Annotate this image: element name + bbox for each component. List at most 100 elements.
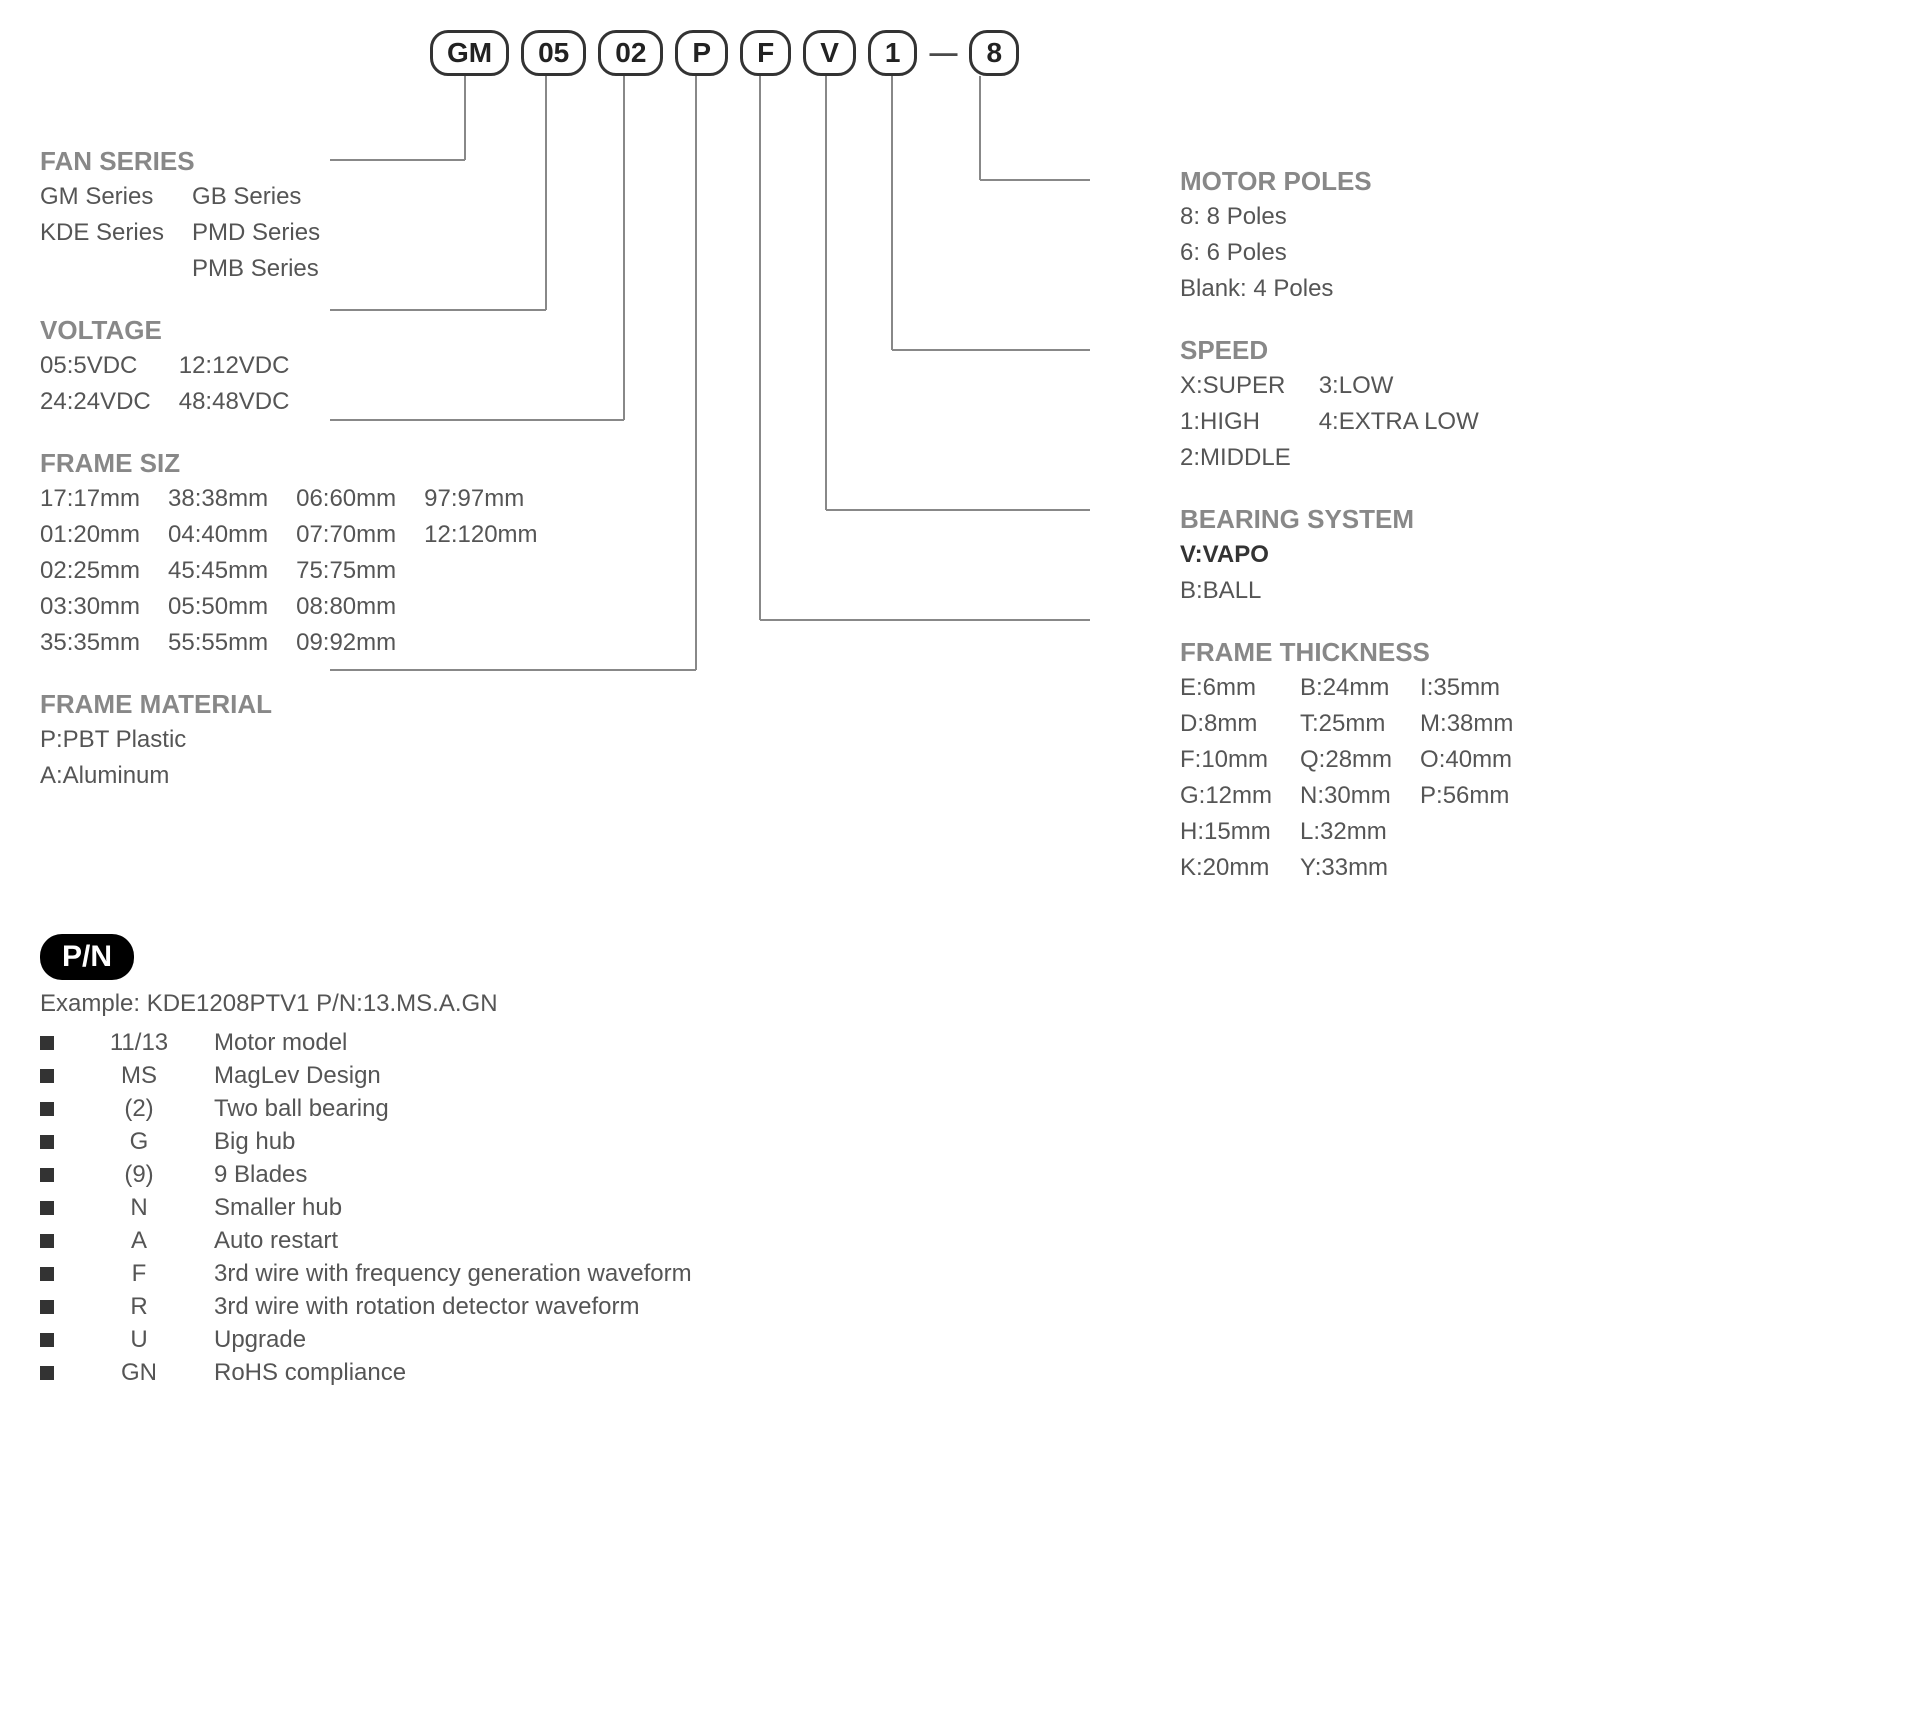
pn-desc: Auto restart: [214, 1227, 338, 1255]
pn-row: GN RoHS compliance: [40, 1358, 1888, 1387]
pn-code: MS: [84, 1062, 194, 1090]
list-item: 48:48VDC: [179, 384, 290, 420]
list-item: 12:120mm: [424, 517, 537, 553]
pn-desc: 3rd wire with rotation detector waveform: [214, 1293, 640, 1321]
list-item: X:SUPER: [1180, 368, 1291, 404]
pn-desc: Motor model: [214, 1029, 347, 1057]
list-item: PMB Series: [192, 251, 320, 287]
bullet-icon: [40, 1135, 54, 1149]
bearing-highlight: V:VAPO: [1180, 537, 1800, 573]
list-item: N:30mm: [1300, 778, 1392, 814]
bullet-icon: [40, 1036, 54, 1050]
fan-series-title: FAN SERIES: [40, 146, 660, 177]
list-item: 38:38mm: [168, 481, 268, 517]
bullet-icon: [40, 1168, 54, 1182]
part-number-code-row: GM0502PFV1—8: [430, 30, 1888, 76]
frame-material-section: FRAME MATERIAL P:PBT PlasticA:Aluminum: [40, 689, 660, 794]
code-pill-v: V: [803, 30, 856, 76]
list-item: Q:28mm: [1300, 742, 1392, 778]
pn-code: A: [84, 1227, 194, 1255]
bullet-icon: [40, 1267, 54, 1281]
list-item: 97:97mm: [424, 481, 537, 517]
frame-material-title: FRAME MATERIAL: [40, 689, 660, 720]
list-item: 05:50mm: [168, 589, 268, 625]
list-item: 6: 6 Poles: [1180, 235, 1800, 271]
list-item: 08:80mm: [296, 589, 396, 625]
list-item: 35:35mm: [40, 625, 140, 661]
bullet-icon: [40, 1069, 54, 1083]
list-item: 3:LOW: [1319, 368, 1479, 404]
bullet-icon: [40, 1366, 54, 1380]
pn-desc: MagLev Design: [214, 1062, 381, 1090]
voltage-title: VOLTAGE: [40, 315, 660, 346]
code-pill-05: 05: [521, 30, 586, 76]
bullet-icon: [40, 1201, 54, 1215]
list-item: I:35mm: [1420, 670, 1513, 706]
speed-title: SPEED: [1180, 335, 1800, 366]
list-item: B:BALL: [1180, 573, 1800, 609]
code-dash: —: [929, 30, 957, 76]
pn-row: F 3rd wire with frequency generation wave…: [40, 1259, 1888, 1288]
pn-badge: P/N: [40, 934, 134, 980]
list-item: T:25mm: [1300, 706, 1392, 742]
list-item: KDE Series: [40, 215, 164, 251]
pn-row: G Big hub: [40, 1127, 1888, 1156]
list-item: B:24mm: [1300, 670, 1392, 706]
code-pill-gm: GM: [430, 30, 509, 76]
pn-code: (2): [84, 1095, 194, 1123]
pn-desc: Big hub: [214, 1128, 295, 1156]
list-item: PMD Series: [192, 215, 320, 251]
pn-row: R3rd wire with rotation detector wavefor…: [40, 1292, 1888, 1321]
pn-desc: RoHS compliance: [214, 1359, 406, 1387]
frame-size-section: FRAME SIZ 17:17mm01:20mm02:25mm03:30mm35…: [40, 448, 660, 661]
pn-desc: Smaller hub: [214, 1194, 342, 1222]
pn-row: A Auto restart: [40, 1226, 1888, 1255]
list-item: A:Aluminum: [40, 758, 660, 794]
code-pill-02: 02: [598, 30, 663, 76]
list-item: 03:30mm: [40, 589, 140, 625]
list-item: M:38mm: [1420, 706, 1513, 742]
code-pill-f: F: [740, 30, 791, 76]
voltage-section: VOLTAGE 05:5VDC24:24VDC 12:12VDC48:48VDC: [40, 315, 660, 420]
pn-code: 11/13: [84, 1029, 194, 1057]
list-item: 24:24VDC: [40, 384, 151, 420]
list-item: 17:17mm: [40, 481, 140, 517]
list-item: F:10mm: [1180, 742, 1272, 778]
code-pill-p: P: [675, 30, 728, 76]
pn-row: MS MagLev Design: [40, 1061, 1888, 1090]
pn-code: (9): [84, 1161, 194, 1189]
pn-desc: Two ball bearing: [214, 1095, 389, 1123]
pn-desc: 3rd wire with frequency generation wavef…: [214, 1260, 692, 1288]
pn-desc: Upgrade: [214, 1326, 306, 1354]
list-item: P:PBT Plastic: [40, 722, 660, 758]
list-item: 8: 8 Poles: [1180, 199, 1800, 235]
list-item: K:20mm: [1180, 850, 1272, 886]
pn-code: GN: [84, 1359, 194, 1387]
list-item: 01:20mm: [40, 517, 140, 553]
list-item: E:6mm: [1180, 670, 1272, 706]
pn-code: N: [84, 1194, 194, 1222]
pn-code: G: [84, 1128, 194, 1156]
list-item: Y:33mm: [1300, 850, 1392, 886]
list-item: 55:55mm: [168, 625, 268, 661]
bullet-icon: [40, 1234, 54, 1248]
pn-row: UUpgrade: [40, 1325, 1888, 1354]
list-item: 12:12VDC: [179, 348, 290, 384]
list-item: L:32mm: [1300, 814, 1392, 850]
list-item: G:12mm: [1180, 778, 1272, 814]
pn-code: F: [84, 1260, 194, 1288]
list-item: 09:92mm: [296, 625, 396, 661]
fan-series-section: FAN SERIES GM SeriesKDE Series GB Series…: [40, 146, 660, 287]
pn-row: 11/13 Motor model: [40, 1028, 1888, 1057]
list-item: 75:75mm: [296, 553, 396, 589]
pn-row: N Smaller hub: [40, 1193, 1888, 1222]
list-item: 4:EXTRA LOW: [1319, 404, 1479, 440]
list-item: D:8mm: [1180, 706, 1272, 742]
list-item: 05:5VDC: [40, 348, 151, 384]
list-item: GB Series: [192, 179, 320, 215]
list-item: 02:25mm: [40, 553, 140, 589]
list-item: O:40mm: [1420, 742, 1513, 778]
motor-poles-title: MOTOR POLES: [1180, 166, 1800, 197]
bullet-icon: [40, 1333, 54, 1347]
list-item: 2:MIDDLE: [1180, 440, 1291, 476]
